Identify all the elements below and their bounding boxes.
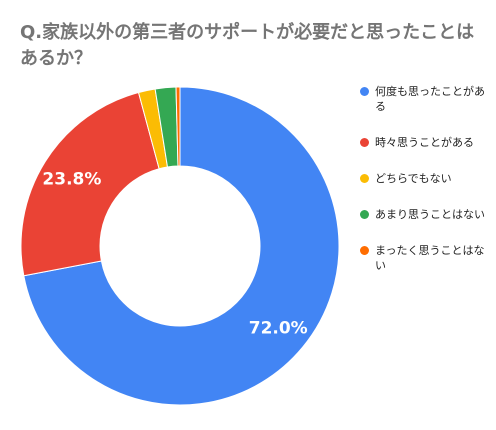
slice-1 xyxy=(23,86,340,406)
slice-5 xyxy=(175,86,181,167)
legend-label-2: 時々思うことがある xyxy=(375,136,474,149)
legend-label-5: まったく思うことはない xyxy=(375,244,485,272)
legend: 何度も思ったことがある時々思うことがある どちらでもないあまり思うことはないまった… xyxy=(360,84,490,294)
chart-title: Q.家族以外の第三者のサポートが必要だと思ったことはあるか？ xyxy=(20,22,475,69)
legend-item-5: まったく思うことはない xyxy=(360,243,490,273)
data-label-1: 72.0% xyxy=(249,318,308,338)
legend-swatch-1 xyxy=(360,87,369,96)
legend-label-3: どちらでもない xyxy=(375,172,452,185)
legend-label-4: あまり思うことはない xyxy=(375,208,485,221)
legend-swatch-5 xyxy=(360,246,369,255)
slice-2 xyxy=(20,91,160,277)
legend-label-1: 何度も思ったことがある xyxy=(375,85,485,113)
legend-item-3: どちらでもない xyxy=(360,171,490,186)
data-label-2: 23.8% xyxy=(42,169,101,189)
legend-item-4: あまり思うことはない xyxy=(360,207,490,222)
legend-swatch-4 xyxy=(360,210,369,219)
legend-item-1: 何度も思ったことがある xyxy=(360,84,490,114)
legend-swatch-3 xyxy=(360,174,369,183)
legend-item-2: 時々思うことがある xyxy=(360,135,490,150)
legend-swatch-2 xyxy=(360,138,369,147)
